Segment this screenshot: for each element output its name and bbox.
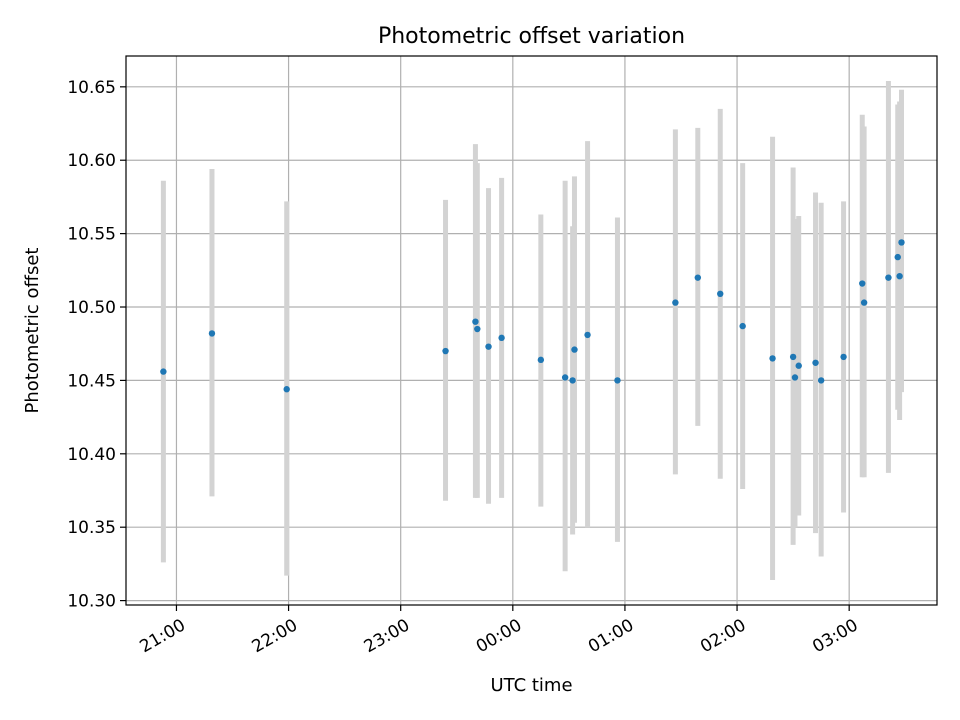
data-point <box>812 359 819 366</box>
grid <box>126 56 937 605</box>
x-axis-label: UTC time <box>490 675 572 696</box>
plot-frame <box>125 55 938 606</box>
data-point <box>739 322 746 330</box>
data-point <box>283 386 290 393</box>
y-tick-label: 10.50 <box>67 298 116 318</box>
data-point <box>442 347 449 355</box>
data-point <box>885 274 892 281</box>
chart-title: Photometric offset variation <box>378 24 685 49</box>
data-point <box>789 353 797 361</box>
y-tick-label: 10.35 <box>67 518 116 538</box>
data-point <box>485 343 492 350</box>
y-tick-label: 10.60 <box>67 151 116 171</box>
data-point <box>672 299 679 306</box>
data-point <box>160 368 167 375</box>
y-tick-label: 10.65 <box>67 78 116 98</box>
data-points <box>160 239 905 393</box>
data-point <box>474 325 481 333</box>
data-point <box>840 353 847 361</box>
data-point <box>717 290 724 298</box>
data-point <box>898 239 905 246</box>
y-tick-label: 10.55 <box>67 225 116 245</box>
y-tick-label: 10.30 <box>67 592 116 612</box>
data-point <box>860 299 868 306</box>
data-point <box>498 334 505 342</box>
data-point <box>795 362 802 369</box>
data-point <box>584 331 591 339</box>
y-tick-label: 10.45 <box>67 371 116 391</box>
data-point <box>208 330 216 337</box>
data-point <box>537 356 545 364</box>
data-point <box>569 377 576 384</box>
y-tick-label: 10.40 <box>67 445 116 465</box>
data-point <box>614 377 621 384</box>
data-point <box>561 374 569 381</box>
data-point <box>791 374 799 381</box>
y-axis-label: Photometric offset <box>22 248 43 414</box>
data-point <box>894 253 901 261</box>
data-point <box>859 280 866 287</box>
data-point <box>472 318 479 325</box>
data-point <box>694 274 702 281</box>
data-point <box>571 346 578 353</box>
data-point <box>896 272 903 280</box>
data-point <box>769 355 776 362</box>
data-point <box>817 377 825 384</box>
